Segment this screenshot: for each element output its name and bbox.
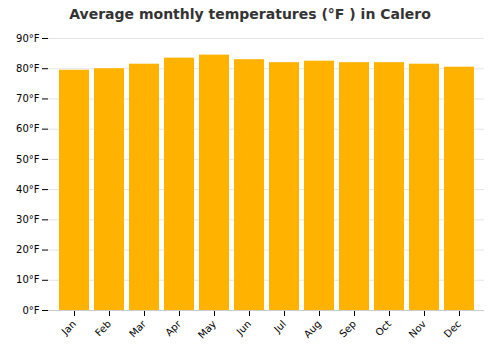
svg-text:Feb: Feb	[93, 318, 113, 338]
svg-text:60°F: 60°F	[16, 123, 40, 134]
svg-text:Jun: Jun	[234, 318, 254, 338]
svg-text:May: May	[196, 318, 218, 340]
svg-text:Oct: Oct	[373, 318, 393, 338]
svg-text:20°F: 20°F	[16, 244, 40, 255]
svg-text:40°F: 40°F	[16, 184, 40, 195]
svg-text:Nov: Nov	[407, 318, 429, 340]
svg-text:70°F: 70°F	[16, 93, 40, 104]
svg-text:Jul: Jul	[271, 318, 288, 335]
svg-text:Sep: Sep	[337, 318, 358, 339]
svg-text:30°F: 30°F	[16, 214, 40, 225]
svg-text:Apr: Apr	[163, 318, 184, 339]
html-text:Average monthly temperatures (: Average monthly temperatures (°F ) in Ca…	[69, 6, 431, 22]
svg-text:Jan: Jan	[59, 318, 78, 337]
svg-text:Aug: Aug	[302, 318, 324, 340]
svg-text:50°F: 50°F	[16, 154, 40, 165]
svg-text:80°F: 80°F	[16, 63, 40, 74]
svg-text:0°F: 0°F	[22, 305, 39, 316]
svg-text:10°F: 10°F	[16, 274, 40, 285]
svg-text:Dec: Dec	[442, 318, 463, 339]
svg-text:90°F: 90°F	[16, 33, 40, 44]
svg-text:Mar: Mar	[127, 318, 149, 340]
